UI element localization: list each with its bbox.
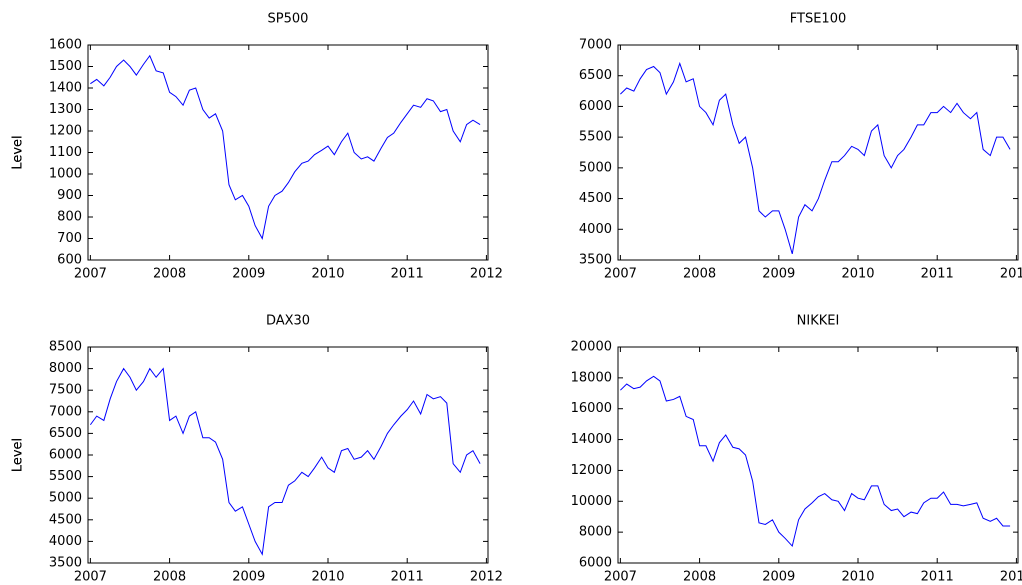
x-tick-label: 2010 xyxy=(311,570,344,585)
y-tick-label: 1600 xyxy=(49,38,82,53)
plot-frame xyxy=(87,44,489,261)
x-tick-label: 2012 xyxy=(470,267,503,282)
x-tick-label: 2007 xyxy=(604,267,637,282)
y-tick-label: 18000 xyxy=(571,370,612,385)
y-tick-label: 4500 xyxy=(49,512,82,527)
price-line xyxy=(89,367,481,556)
y-axis-label: Level xyxy=(11,438,26,472)
y-tick-label: 20000 xyxy=(571,340,612,355)
x-tick-label: 2008 xyxy=(683,267,716,282)
y-tick-label: 7500 xyxy=(49,383,82,398)
y-tick-label: 1100 xyxy=(49,145,82,160)
x-tick-label: 2012 xyxy=(1000,570,1022,585)
y-tick-label: 5500 xyxy=(49,469,82,484)
y-tick-label: 700 xyxy=(57,231,82,246)
y-tick-label: 12000 xyxy=(571,463,612,478)
price-line xyxy=(620,375,1011,548)
y-tick-label: 600 xyxy=(57,253,82,268)
y-tick-label: 1400 xyxy=(49,81,82,96)
plot-frame xyxy=(617,44,1019,261)
y-tick-label: 1500 xyxy=(49,59,82,74)
x-tick-label: 2011 xyxy=(391,570,424,585)
plot-frame xyxy=(87,346,489,564)
y-tick-label: 5000 xyxy=(49,491,82,506)
y-tick-label: 8500 xyxy=(49,340,82,355)
y-tick-label: 6000 xyxy=(49,448,82,463)
y-tick-label: 1000 xyxy=(49,167,82,182)
y-tick-label: 1300 xyxy=(49,102,82,117)
x-tick-label: 2011 xyxy=(391,267,424,282)
panel-title: FTSE100 xyxy=(790,12,846,27)
x-tick-label: 2009 xyxy=(232,570,265,585)
x-tick-label: 2010 xyxy=(841,267,874,282)
y-axis-label: Level xyxy=(11,135,26,169)
y-tick-label: 3500 xyxy=(579,253,612,268)
y-axis-label: Level xyxy=(11,438,26,472)
panel-title: DAX30 xyxy=(266,314,310,329)
x-tick-label: 2008 xyxy=(153,267,186,282)
plot-frame xyxy=(617,346,1019,564)
y-tick-label: 16000 xyxy=(571,401,612,416)
price-line xyxy=(90,54,481,240)
x-tick-label: 2010 xyxy=(841,570,874,585)
y-tick-label: 3500 xyxy=(49,556,82,571)
y-tick-label: 4000 xyxy=(49,534,82,549)
y-tick-label: 7000 xyxy=(49,404,82,419)
x-tick-label: 2011 xyxy=(921,570,954,585)
panel-title: SP500 xyxy=(268,12,309,27)
x-tick-label: 2009 xyxy=(232,267,265,282)
y-tick-label: 900 xyxy=(57,188,82,203)
x-tick-label: 2007 xyxy=(74,267,107,282)
x-tick-label: 2009 xyxy=(762,570,795,585)
y-tick-label: 8000 xyxy=(49,361,82,376)
x-tick-label: 2011 xyxy=(921,267,954,282)
y-tick-label: 800 xyxy=(57,210,82,225)
x-tick-label: 2009 xyxy=(762,267,795,282)
y-tick-label: 10000 xyxy=(571,494,612,509)
y-tick-label: 8000 xyxy=(579,525,612,540)
y-tick-label: 1200 xyxy=(49,124,82,139)
y-tick-label: 4500 xyxy=(579,191,612,206)
x-tick-label: 2007 xyxy=(604,570,637,585)
x-tick-label: 2012 xyxy=(1000,267,1022,282)
y-tick-label: 6500 xyxy=(579,68,612,83)
y-tick-label: 5500 xyxy=(579,130,612,145)
y-tick-label: 5000 xyxy=(579,160,612,175)
x-tick-label: 2010 xyxy=(311,267,344,282)
x-tick-label: 2008 xyxy=(683,570,716,585)
y-tick-label: 7000 xyxy=(579,38,612,53)
y-tick-label: 6500 xyxy=(49,426,82,441)
x-tick-label: 2008 xyxy=(153,570,186,585)
x-tick-label: 2012 xyxy=(470,570,503,585)
price-line xyxy=(620,61,1011,254)
y-axis-label: Level xyxy=(11,135,26,169)
y-tick-label: 4000 xyxy=(579,222,612,237)
y-tick-label: 14000 xyxy=(571,432,612,447)
y-tick-label: 6000 xyxy=(579,99,612,114)
x-tick-label: 2007 xyxy=(74,570,107,585)
y-tick-label: 6000 xyxy=(579,556,612,571)
panel-title: NIKKEI xyxy=(797,314,840,329)
